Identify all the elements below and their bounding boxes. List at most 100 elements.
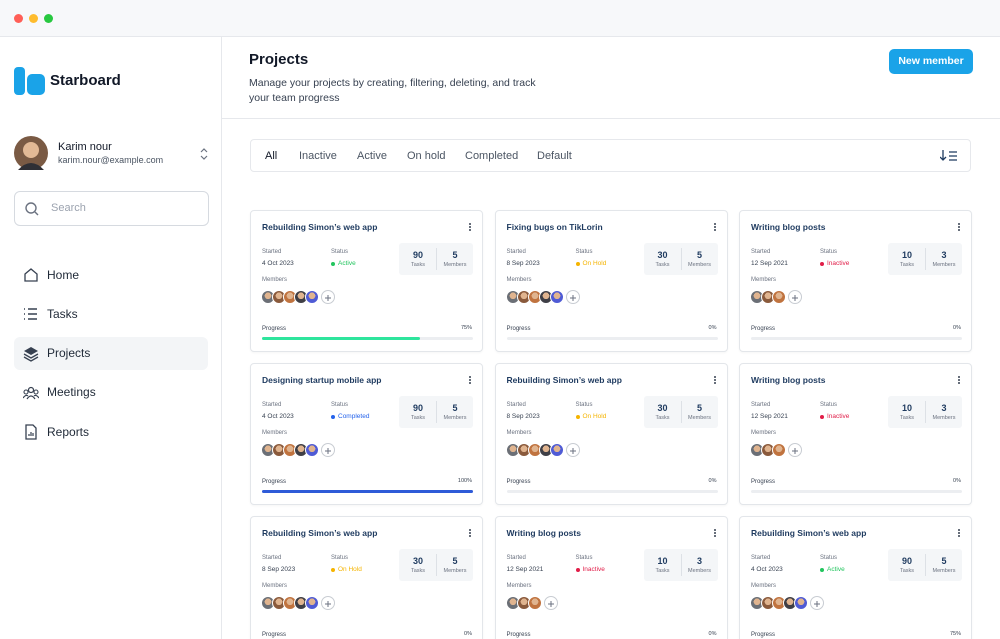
- filter-tab[interactable]: On hold: [407, 150, 446, 162]
- filter-tab[interactable]: All: [265, 150, 278, 162]
- project-card[interactable]: Rebuilding Simon’s web app Started 8 Sep 2…: [494, 363, 728, 505]
- card-title: Rebuilding Simon’s web app: [262, 528, 378, 538]
- progress-label: Progress: [751, 479, 776, 485]
- nav-item[interactable]: Projects: [14, 336, 208, 370]
- header-divider: [222, 118, 1000, 119]
- members-count: 3: [696, 556, 702, 566]
- plus-icon: [792, 448, 798, 454]
- member-avatar[interactable]: [527, 596, 542, 610]
- member-avatar[interactable]: [772, 443, 786, 457]
- member-avatar[interactable]: [549, 290, 564, 304]
- add-member-button[interactable]: [788, 290, 802, 304]
- user-avatar[interactable]: [14, 136, 48, 170]
- stats-box: 90 Tasks 5 Members: [888, 549, 962, 581]
- card-menu[interactable]: [468, 374, 472, 386]
- started-date: 12 Sep 2021: [751, 260, 788, 267]
- add-member-button[interactable]: [810, 596, 824, 610]
- progress-percent: 0%: [953, 478, 961, 484]
- stats-divider: [925, 554, 926, 576]
- stats-divider: [680, 554, 682, 576]
- status-dot: [820, 262, 824, 266]
- card-menu[interactable]: [957, 527, 961, 539]
- page-description: Manage your projects by creating, filter…: [249, 77, 536, 104]
- filter-tab[interactable]: Default: [537, 150, 572, 162]
- progress-track: [506, 490, 718, 493]
- close-button[interactable]: [14, 14, 23, 23]
- user-menu-chevron[interactable]: [199, 147, 209, 161]
- plus-icon: [325, 448, 331, 454]
- card-menu[interactable]: [957, 221, 961, 233]
- nav-item[interactable]: Reports: [14, 415, 208, 448]
- card-menu[interactable]: [468, 527, 472, 539]
- members-box-label: Members: [443, 568, 467, 574]
- progress-percent: 0%: [464, 631, 472, 637]
- status-dot: [820, 568, 824, 572]
- tasks-count: 10: [901, 250, 912, 260]
- tasks-count: 30: [657, 403, 668, 413]
- members-label: Members: [506, 277, 532, 283]
- add-member-button[interactable]: [565, 290, 580, 304]
- filter-tab[interactable]: Completed: [465, 150, 519, 162]
- member-avatar[interactable]: [305, 596, 319, 610]
- stats-divider: [436, 554, 437, 576]
- nav-item[interactable]: Meetings: [14, 376, 208, 409]
- tasks-count: 10: [657, 556, 668, 566]
- member-avatar[interactable]: [549, 443, 564, 457]
- members-box-label: Members: [443, 415, 467, 421]
- add-member-button[interactable]: [321, 443, 335, 457]
- card-menu[interactable]: [713, 221, 717, 233]
- add-member-button[interactable]: [565, 443, 580, 457]
- add-member-button[interactable]: [321, 290, 335, 304]
- members-box-label: Members: [688, 262, 711, 268]
- member-avatar[interactable]: [794, 596, 808, 610]
- card-menu[interactable]: [957, 374, 961, 386]
- status-dot: [331, 415, 335, 419]
- members-label: Members: [506, 583, 532, 589]
- plus-icon: [569, 295, 576, 301]
- started-label: Started: [262, 249, 282, 255]
- member-avatar[interactable]: [772, 290, 786, 304]
- add-member-button[interactable]: [543, 596, 558, 610]
- new-member-button[interactable]: New member: [889, 49, 973, 74]
- nav-item[interactable]: Home: [14, 258, 208, 291]
- card-menu[interactable]: [468, 221, 472, 233]
- started-label: Started: [751, 402, 771, 408]
- search-box[interactable]: Search: [14, 191, 209, 226]
- member-avatar[interactable]: [305, 290, 319, 304]
- stats-divider: [680, 248, 682, 270]
- progress-label: Progress: [751, 632, 776, 638]
- member-avatar[interactable]: [305, 443, 319, 457]
- tasks-label: Tasks: [410, 415, 426, 421]
- add-member-button[interactable]: [788, 443, 802, 457]
- filter-tab[interactable]: Active: [357, 150, 387, 162]
- menu-dots: [958, 223, 960, 231]
- card-menu[interactable]: [713, 527, 717, 539]
- project-card[interactable]: Rebuilding Simon’s web app Started 4 Oct 2…: [739, 516, 972, 639]
- filter-tab[interactable]: Inactive: [299, 150, 337, 162]
- project-card[interactable]: Rebuilding Simon’s web app Started 8 Sep 2…: [250, 516, 483, 639]
- zoom-button[interactable]: [44, 14, 53, 23]
- add-member-button[interactable]: [321, 596, 335, 610]
- progress-percent: 75%: [460, 325, 472, 331]
- status-dot: [575, 262, 580, 266]
- project-card[interactable]: Fixing bugs on TikLorin Started 8 Sep 2023…: [494, 210, 728, 352]
- started-date: 8 Sep 2023: [506, 260, 540, 267]
- nav-item[interactable]: Tasks: [14, 297, 208, 330]
- status-label: Status: [820, 402, 838, 408]
- card-menu[interactable]: [713, 374, 717, 386]
- project-card[interactable]: Writing blog posts Started 12 Sep 2021 Stat…: [494, 516, 728, 639]
- status-label: Status: [575, 402, 593, 408]
- sort-button[interactable]: [940, 150, 958, 162]
- members-count: 5: [696, 403, 702, 413]
- project-card[interactable]: Rebuilding Simon’s web app Started 4 Oct 2…: [250, 210, 483, 352]
- project-card[interactable]: Writing blog posts Started 12 Sep 2021 Stat…: [739, 363, 972, 505]
- started-date: 12 Sep 2021: [751, 413, 788, 420]
- progress-bar: [262, 337, 421, 340]
- members-count: 5: [696, 250, 702, 260]
- project-card[interactable]: Designing startup mobile app Started 4 Oct…: [250, 363, 483, 505]
- progress-percent: 0%: [708, 478, 717, 484]
- minimize-button[interactable]: [29, 14, 38, 23]
- started-label: Started: [262, 555, 282, 561]
- project-card[interactable]: Writing blog posts Started 12 Sep 2021 Stat…: [739, 210, 972, 352]
